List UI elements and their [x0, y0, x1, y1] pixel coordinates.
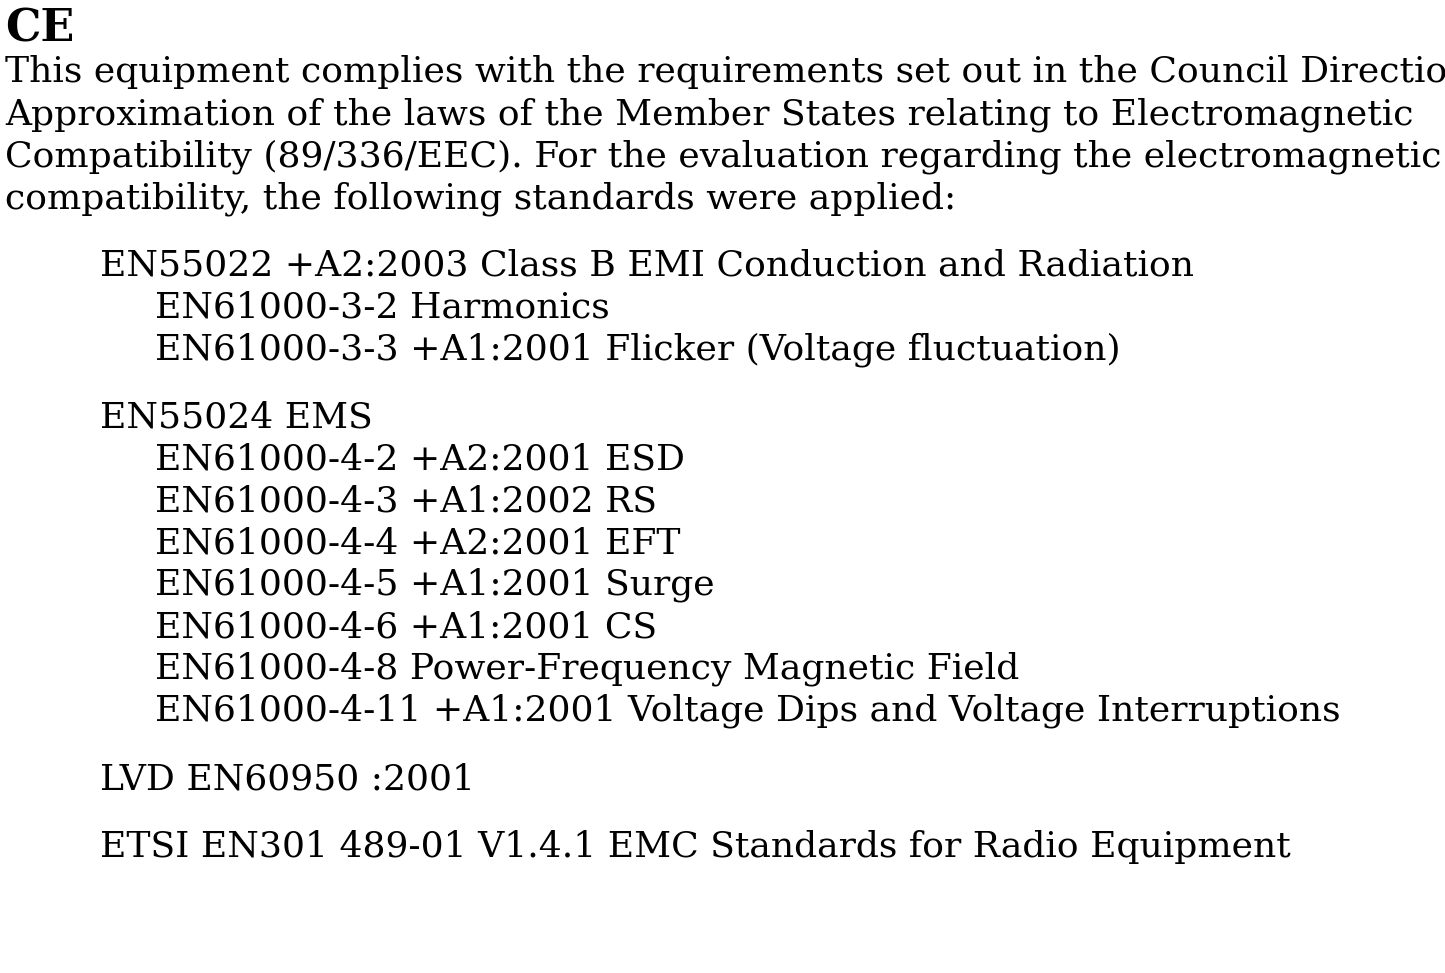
- Text: EN55022 +A2:2003 Class B EMI Conduction and Radiation: EN55022 +A2:2003 Class B EMI Conduction …: [100, 248, 1194, 282]
- Text: LVD EN60950 :2001: LVD EN60950 :2001: [100, 762, 475, 796]
- Text: Compatibility (89/336/EEC). For the evaluation regarding the electromagnetic: Compatibility (89/336/EEC). For the eval…: [4, 139, 1442, 173]
- Text: EN55024 EMS: EN55024 EMS: [100, 400, 373, 434]
- Text: CE: CE: [4, 8, 74, 51]
- Text: EN61000-4-11 +A1:2001 Voltage Dips and Voltage Interruptions: EN61000-4-11 +A1:2001 Voltage Dips and V…: [155, 694, 1341, 729]
- Text: compatibility, the following standards were applied:: compatibility, the following standards w…: [4, 181, 957, 215]
- Text: EN61000-3-3 +A1:2001 Flicker (Voltage fluctuation): EN61000-3-3 +A1:2001 Flicker (Voltage fl…: [155, 332, 1121, 367]
- Text: EN61000-4-2 +A2:2001 ESD: EN61000-4-2 +A2:2001 ESD: [155, 442, 685, 476]
- Text: EN61000-3-2 Harmonics: EN61000-3-2 Harmonics: [155, 290, 610, 324]
- Text: Approximation of the laws of the Member States relating to Electromagnetic: Approximation of the laws of the Member …: [4, 97, 1413, 131]
- Text: This equipment complies with the requirements set out in the Council Direction o: This equipment complies with the require…: [4, 55, 1445, 89]
- Text: EN61000-4-5 +A1:2001 Surge: EN61000-4-5 +A1:2001 Surge: [155, 568, 715, 602]
- Text: EN61000-4-3 +A1:2002 RS: EN61000-4-3 +A1:2002 RS: [155, 484, 657, 518]
- Text: ETSI EN301 489-01 V1.4.1 EMC Standards for Radio Equipment: ETSI EN301 489-01 V1.4.1 EMC Standards f…: [100, 830, 1290, 864]
- Text: EN61000-4-6 +A1:2001 CS: EN61000-4-6 +A1:2001 CS: [155, 610, 657, 644]
- Text: EN61000-4-4 +A2:2001 EFT: EN61000-4-4 +A2:2001 EFT: [155, 526, 681, 560]
- Text: EN61000-4-8 Power-Frequency Magnetic Field: EN61000-4-8 Power-Frequency Magnetic Fie…: [155, 652, 1019, 687]
